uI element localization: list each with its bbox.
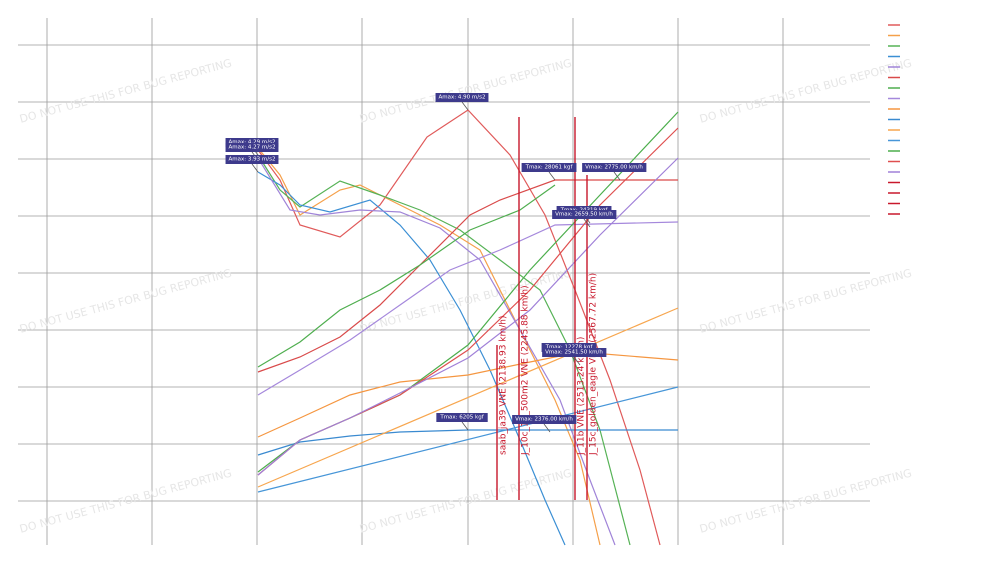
annotation-box [225, 155, 279, 164]
annotation-box [436, 413, 488, 422]
annotation-text: Tmax: 12278 kgf [545, 345, 594, 351]
annotation-box [542, 348, 607, 357]
annotation-box [541, 343, 597, 352]
series-line [257, 429, 678, 456]
annotation-pointer [548, 171, 556, 181]
vne-label: J_15c_golden_eagle VNE (2567.72 km/h) [589, 273, 599, 456]
annotation-pointer [461, 421, 469, 431]
series-line [257, 307, 679, 488]
series-line [257, 184, 556, 368]
annotation-pointer [461, 101, 469, 111]
annotation: Amax: 4.29 m/s2 [225, 138, 279, 147]
annotation-text: Tmax: 28061 kgf [525, 165, 574, 171]
grid [18, 18, 870, 545]
annotation: Vmax: 2376.00 km/h [512, 415, 577, 424]
annotation-text: Tmax: 6205 kgf [439, 415, 484, 421]
annotation-text: Amax: 4.27 m/s2 [229, 145, 276, 151]
annotation-pointer [583, 218, 591, 228]
vne-label: J_10c_1e_500m2 VNE (2245.88 km/h) [521, 285, 531, 456]
series-line [257, 147, 601, 546]
annotation-text: Vmax: 2775.00 km/h [585, 165, 643, 171]
annotation-text: Vmax: 2659.50 km/h [555, 212, 613, 218]
watermark: DO NOT USE THIS FOR BUG REPORTING [698, 57, 913, 126]
annotation: Amax: 3.93 m/s2 [225, 155, 279, 164]
annotation-text: Vmax: 2541.50 km/h [545, 350, 603, 356]
annotation: Tmax: 12278 kgf [541, 343, 597, 352]
annotation-box [552, 210, 617, 219]
annotation-box [512, 415, 577, 424]
annotation: Vmax: 2659.50 km/h [552, 210, 617, 219]
vne-label: saab_ja39 VNE (2138.93 km/h) [499, 315, 509, 455]
annotation-pointer [613, 171, 621, 181]
annotation: Tmax: 28061 kgf [521, 163, 577, 172]
annotation-box [521, 163, 577, 172]
watermark: DO NOT USE THIS FOR BUG REPORTING [18, 267, 233, 336]
annotation-pointer [251, 163, 259, 173]
annotation-box [225, 138, 279, 147]
annotation-box [582, 163, 647, 172]
annotation-pointer [543, 423, 551, 433]
annotation: Vmax: 2775.00 km/h [582, 163, 647, 172]
annotation: Vmax: 2541.50 km/h [542, 348, 607, 357]
annotation-text: Amax: 3.93 m/s2 [229, 157, 276, 163]
series-line [257, 221, 679, 396]
annotation-text: Amax: 4.90 m/s2 [439, 95, 486, 101]
vne-label: J_11b VNE (2513.24 km/h) [577, 337, 587, 456]
series-line [257, 157, 679, 476]
annotation-pointer [573, 356, 581, 366]
series-line [257, 386, 679, 493]
watermark: DO NOT USE THIS FOR BUG REPORTING [698, 267, 913, 336]
series-line [257, 171, 566, 546]
annotation: Tmax: 6205 kgf [436, 413, 488, 422]
series-line [257, 157, 616, 546]
watermark: DO NOT USE THIS FOR BUG REPORTING [18, 57, 233, 126]
annotation-box [225, 143, 279, 152]
annotation-text: Amax: 4.29 m/s2 [229, 140, 276, 146]
annotation-text: Vmax: 2376.00 km/h [515, 417, 573, 423]
annotation: Amax: 4.90 m/s2 [435, 93, 489, 102]
annotation-box [435, 93, 489, 102]
annotation: Amax: 4.27 m/s2 [225, 143, 279, 152]
watermark: DO NOT USE THIS FOR BUG REPORTING [358, 57, 573, 126]
